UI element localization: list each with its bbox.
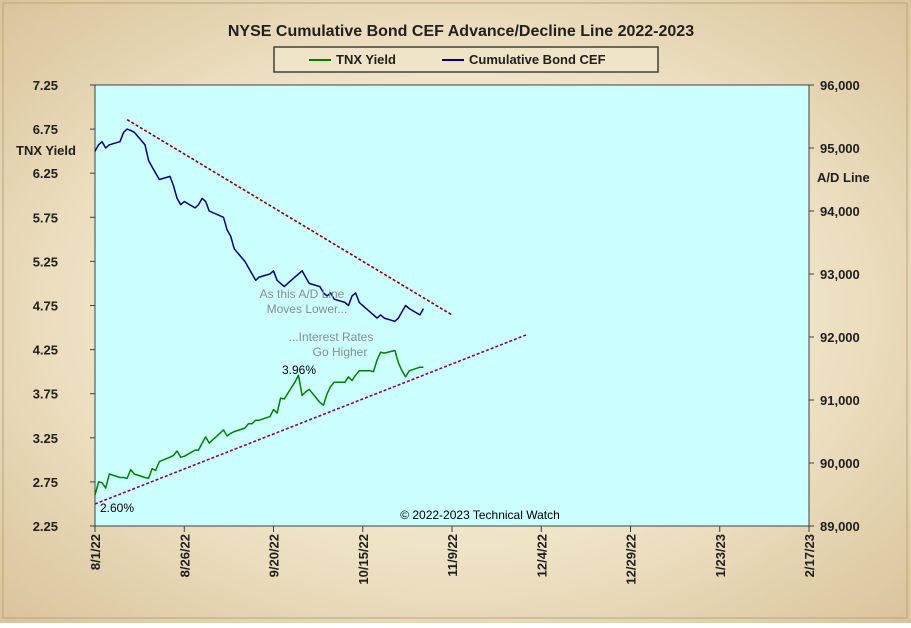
chart-title: NYSE Cumulative Bond CEF Advance/Decline… [228,23,694,40]
x-tick-label: 8/1/22 [88,534,103,570]
left-tick-label: 5.25 [33,254,58,269]
annotation-peak-yield: 3.96% [282,363,316,377]
frame-border [2,2,908,619]
left-axis-ticks: 2.25 2.75 3.25 3.75 4.25 4.75 5.25 5.75 6.25 6.75… [33,78,95,534]
uptrend-line [94,333,528,505]
left-tick-label: 2.75 [33,475,58,490]
legend-label-tnx: TNX Yield [336,52,396,67]
x-tick-label: 1/23/23 [713,534,728,577]
annotation-rates-2: Go Higher [313,345,368,359]
annotation-start-yield: 2.60% [100,501,134,515]
x-tick-label: 11/9/22 [445,534,460,577]
x-tick-label: 10/15/22 [356,534,371,585]
annotation-ad-line-1: As this A/D Line [260,287,345,301]
plot-area [94,84,810,527]
cumulative-bond-cef-line [94,128,425,323]
annotation-rates-1: ...Interest Rates [289,330,374,344]
trendlines [94,118,528,505]
copyright-note: © 2022-2023 Technical Watch [400,508,560,522]
left-tick-label: 3.75 [33,387,58,402]
right-tick-label: 94,000 [820,204,860,219]
tnx-yield-line [94,349,424,496]
x-tick-label: 8/26/22 [177,534,192,577]
downtrend-line [126,118,453,316]
left-tick-label: 6.75 [33,122,58,137]
right-tick-label: 92,000 [820,330,860,345]
x-tick-label: 12/4/22 [534,534,549,577]
right-tick-label: 93,000 [820,267,860,282]
left-axis-label: TNX Yield [16,143,76,158]
right-tick-label: 91,000 [820,393,860,408]
left-tick-label: 4.75 [33,299,58,314]
left-tick-label: 7.25 [33,78,58,93]
legend-label-bond: Cumulative Bond CEF [469,52,606,67]
right-axis-label: A/D Line [817,170,870,185]
annotation-ad-line-2: Moves Lower... [267,302,348,316]
right-tick-label: 89,000 [820,519,860,534]
x-axis-ticks: 8/1/22 8/26/22 9/20/22 10/15/22 11/9/22 12/4/… [88,526,817,585]
x-tick-label: 2/17/23 [802,534,817,577]
left-tick-label: 6.25 [33,166,58,181]
right-axis-ticks: 89,000 90,000 91,000 92,000 93,000 94,000 95,0… [809,78,860,534]
left-tick-label: 5.75 [33,210,58,225]
left-tick-label: 3.25 [33,431,58,446]
x-tick-label: 12/29/22 [624,534,639,585]
left-tick-label: 2.25 [33,519,58,534]
legend: TNX Yield Cumulative Bond CEF [273,46,659,73]
right-tick-label: 90,000 [820,456,860,471]
right-tick-label: 96,000 [820,78,860,93]
series-layer [94,128,425,496]
right-tick-label: 95,000 [820,141,860,156]
left-tick-label: 4.25 [33,343,58,358]
x-tick-label: 9/20/22 [267,534,282,577]
